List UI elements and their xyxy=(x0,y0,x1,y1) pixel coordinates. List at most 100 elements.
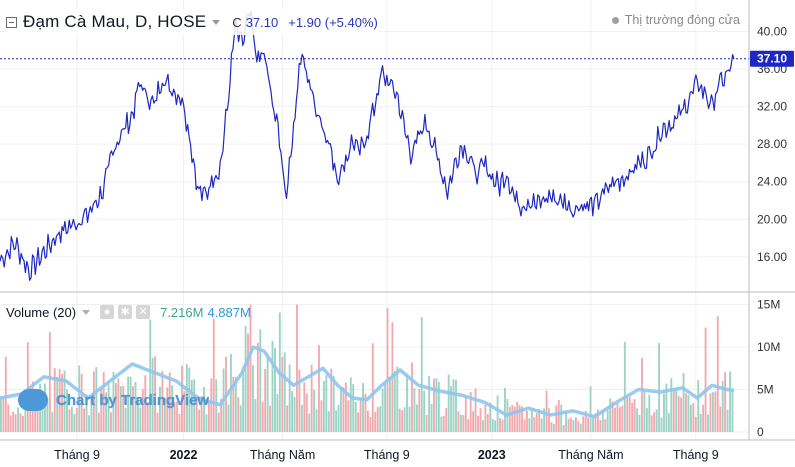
price-tick-label: 32.00 xyxy=(757,100,787,114)
volume-bar xyxy=(469,391,472,432)
volume-bar xyxy=(381,388,384,432)
volume-bar xyxy=(628,397,631,432)
volume-bar xyxy=(58,369,61,432)
volume-bar xyxy=(665,383,668,432)
volume-bar xyxy=(648,394,651,432)
status-dot-icon xyxy=(611,16,619,24)
volume-bar xyxy=(283,352,286,432)
volume-bar xyxy=(337,405,340,432)
volume-bar xyxy=(198,409,201,432)
volume-bar xyxy=(53,368,56,432)
volume-bar xyxy=(496,395,499,432)
volume-bar xyxy=(242,366,245,432)
volume-bar xyxy=(433,378,435,432)
volume-bar xyxy=(102,372,105,432)
volume-bar xyxy=(137,396,139,432)
volume-bar xyxy=(271,340,274,432)
volume-bar xyxy=(411,362,413,432)
volume-bar xyxy=(193,379,196,432)
volume-bar xyxy=(176,401,179,432)
volume-bar xyxy=(650,415,653,432)
volume-bar xyxy=(215,379,218,432)
volume-bar xyxy=(697,380,700,432)
settings-icon[interactable]: ✱ xyxy=(118,305,133,319)
volume-bar xyxy=(190,379,193,432)
volume-bar xyxy=(633,399,636,432)
volume-bar xyxy=(88,415,90,432)
volume-bar xyxy=(105,392,108,432)
symbol-title[interactable]: Đạm Cà Mau, D, HOSE xyxy=(23,12,207,31)
volume-bar xyxy=(305,393,308,432)
collapse-icon[interactable] xyxy=(6,16,17,28)
volume-bar xyxy=(386,308,389,432)
volume-title[interactable]: Volume (20) xyxy=(6,304,77,320)
chevron-down-icon[interactable] xyxy=(212,19,221,25)
volume-bar xyxy=(516,401,519,432)
volume-bar xyxy=(41,402,44,432)
change-value: +1.90 (+5.40%) xyxy=(288,14,378,30)
time-axis[interactable]: Tháng 9 2022 Tháng Năm Tháng 9 2023 Tháng Năm… xyxy=(54,448,719,462)
volume-bar xyxy=(457,411,460,432)
chevron-down-icon[interactable] xyxy=(82,309,91,315)
close-value: 37.10 xyxy=(245,14,279,30)
volume-tick-label: 5M xyxy=(757,383,774,397)
volume-bar xyxy=(572,420,575,432)
volume-bar xyxy=(729,371,731,432)
volume-bar xyxy=(545,390,548,432)
volume-bar xyxy=(702,404,705,432)
volume-bar xyxy=(477,415,479,432)
volume-bar xyxy=(132,386,134,432)
volume-bar xyxy=(210,378,213,432)
volume-bar xyxy=(34,398,37,432)
volume-bar xyxy=(447,374,450,432)
volume-bar xyxy=(535,413,538,432)
volume-bar xyxy=(415,404,418,432)
volume-bar xyxy=(371,343,374,432)
volume-bar xyxy=(721,381,724,432)
volume-bar xyxy=(12,411,15,432)
volume-bar xyxy=(332,375,335,432)
volume-bar xyxy=(141,389,144,432)
volume-bar xyxy=(362,383,364,432)
volume-bar xyxy=(322,381,325,432)
volume-bar xyxy=(234,377,237,432)
volume-bar xyxy=(423,390,426,432)
volume-bar xyxy=(232,376,235,432)
volume-bar xyxy=(203,387,205,432)
volume-bar xyxy=(711,392,714,432)
volume-bar xyxy=(435,378,438,432)
volume-bar xyxy=(254,399,257,432)
tradingview-watermark[interactable]: Chart by TradingView xyxy=(18,389,209,411)
close-icon[interactable]: ✕ xyxy=(136,305,151,319)
symbol-header: Đạm Cà Mau, D, HOSE C 37.10 +1.90 (+5.40%) xyxy=(6,9,378,35)
eye-icon[interactable]: ● xyxy=(100,305,115,319)
volume-bar xyxy=(281,356,284,432)
volume-bar xyxy=(286,405,289,432)
volume-bar xyxy=(293,397,296,432)
volume-bar xyxy=(220,398,223,432)
volume-bar xyxy=(719,406,722,432)
volume-bar xyxy=(313,389,316,432)
tradingview-cloud-icon xyxy=(18,389,48,411)
volume-bar xyxy=(112,371,115,432)
volume-bar xyxy=(474,388,477,432)
volume-bar xyxy=(479,408,482,432)
volume-bar xyxy=(51,412,54,432)
price-tick-label: 24.00 xyxy=(757,175,787,189)
volume-bar xyxy=(511,405,514,432)
volume-axis[interactable]: 0 5M 10M 15M xyxy=(757,298,780,440)
volume-bar xyxy=(100,388,103,432)
volume-bar xyxy=(601,409,604,432)
volume-bar xyxy=(670,378,673,432)
volume-bar xyxy=(75,407,78,432)
volume-bar xyxy=(124,407,127,432)
volume-bar xyxy=(163,397,166,432)
volume-bar xyxy=(63,370,66,432)
volume-bar xyxy=(528,418,531,432)
volume-bar xyxy=(560,404,563,432)
volume-bar xyxy=(599,420,602,432)
volume-bar xyxy=(354,402,357,432)
volume-bar xyxy=(398,408,401,432)
volume-bar xyxy=(655,409,658,432)
